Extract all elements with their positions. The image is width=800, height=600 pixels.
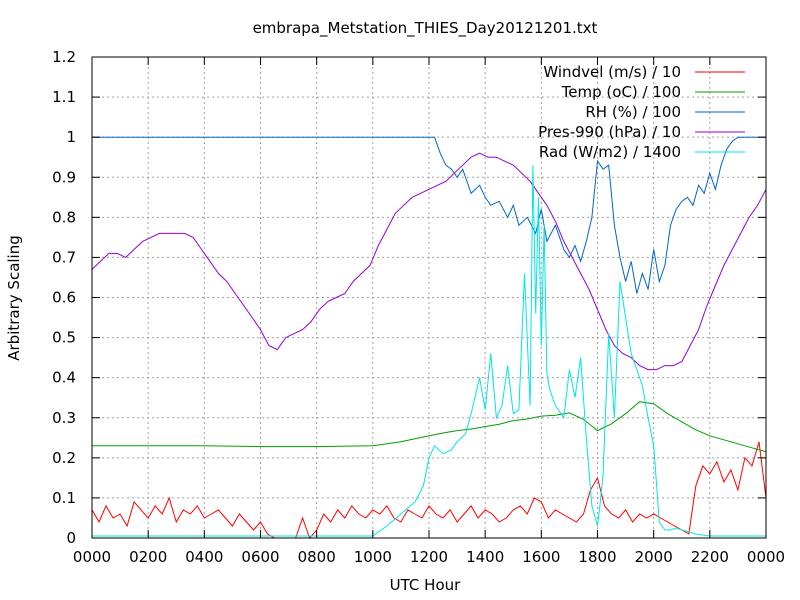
y-tick-label: 1	[66, 128, 76, 146]
y-tick-label: 0.5	[52, 329, 76, 347]
legend-label-1: Temp (oC) / 100	[561, 83, 681, 101]
y-axis-label: Arbitrary Scaling	[5, 235, 23, 361]
x-tick-label: 0800	[298, 548, 336, 566]
y-tick-label: 0	[66, 529, 76, 547]
x-tick-label: 1000	[354, 548, 392, 566]
y-tick-label: 1.1	[52, 88, 76, 106]
y-tick-label: 1.2	[52, 48, 76, 66]
series-line-3	[91, 152, 767, 371]
y-tick-label: 0.8	[52, 208, 76, 226]
y-tick-label: 0.6	[52, 289, 76, 307]
y-tick-label: 0.1	[52, 489, 76, 507]
x-tick-label: 1600	[522, 548, 560, 566]
x-axis-label: UTC Hour	[390, 576, 461, 594]
x-tick-label: 0000	[747, 548, 785, 566]
series-line-1	[92, 401, 767, 453]
y-tick-label: 0.9	[52, 168, 76, 186]
x-tick-label: 1400	[466, 548, 504, 566]
y-tick-label: 0.4	[52, 369, 76, 387]
y-tick-label: 0.2	[52, 449, 76, 467]
series-lines	[91, 136, 767, 539]
y-tick-label: 0.7	[52, 248, 76, 266]
legend-label-4: Rad (W/m2) / 1400	[539, 143, 681, 161]
x-tick-label: 1800	[578, 548, 616, 566]
x-tick-label: 2000	[635, 548, 673, 566]
x-tick-label: 0600	[241, 548, 279, 566]
legend-label-0: Windvel (m/s) / 10	[543, 63, 681, 81]
legend-label-2: RH (%) / 100	[585, 103, 681, 121]
series-line-4	[92, 165, 766, 537]
series-line-0	[91, 441, 767, 539]
x-tick-label: 0200	[129, 548, 167, 566]
legend: Windvel (m/s) / 10 Temp (oC) / 100 RH (%) …	[538, 63, 745, 161]
y-tick-label: 0.3	[52, 409, 76, 427]
series-line-2	[92, 136, 766, 294]
x-tick-label: 0400	[185, 548, 223, 566]
x-tick-label: 0000	[73, 548, 111, 566]
legend-label-3: Pres-990 (hPa) / 10	[538, 123, 681, 141]
axis-ticks: 0 0.1 0.2 0.3 0.4 0.5 0.6 0.7 0.8 0.9 1 1.1 1.2 0000 0…	[52, 48, 785, 566]
chart-title: embrapa_Metstation_THIES_Day20121201.txt	[253, 19, 598, 38]
x-tick-label: 2200	[691, 548, 729, 566]
x-tick-label: 1200	[410, 548, 448, 566]
